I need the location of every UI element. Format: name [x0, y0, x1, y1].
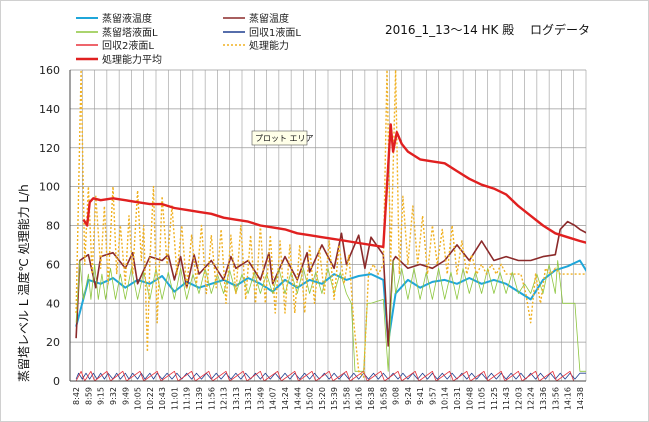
x-tick-label: 11:25: [490, 387, 499, 410]
legend-item: 回収1液面L: [223, 26, 301, 39]
x-tick-label: 15:02: [306, 387, 315, 410]
y-tick-label: 120: [39, 142, 60, 155]
x-tick-label: 10:43: [158, 387, 167, 410]
legend-item: 蒸留温度: [223, 12, 289, 25]
x-tick-label: 10:05: [134, 387, 143, 410]
legend-item: 処理能力平均: [76, 53, 162, 66]
x-tick-label: 14:24: [281, 387, 290, 410]
legend-label: 蒸留液温度: [102, 12, 152, 25]
y-tick-label: 160: [39, 64, 60, 77]
legend-label: 回収2液面L: [102, 39, 154, 52]
x-tick-label: 10:14: [441, 387, 450, 410]
series-line-1: [75, 259, 586, 344]
x-tick-label: 16:38: [367, 387, 376, 410]
y-axis-label: 蒸留塔レベル L 温度℃ 処理能力 L/h: [16, 184, 31, 382]
x-tick-label: 9:32: [109, 387, 118, 405]
x-tick-label: 13:13: [232, 387, 241, 410]
x-tick-label: 9:41: [416, 387, 425, 405]
grid: [69, 69, 587, 382]
x-tick-label: 10:22: [146, 387, 155, 410]
x-tick-label: 14:16: [564, 387, 573, 410]
series-line-4: [75, 372, 586, 380]
x-tick-label: 13:49: [256, 387, 265, 410]
x-tick-label: 9:49: [121, 387, 130, 405]
y-tick-label: 140: [39, 103, 60, 116]
x-tick-label: 8:42: [72, 387, 81, 405]
y-tick-label: 60: [46, 258, 60, 271]
y-tick-label: 40: [46, 297, 60, 310]
x-tick-label: 15:39: [330, 387, 339, 410]
y-tick-label: 100: [39, 181, 60, 194]
x-tick-label: 11:05: [478, 387, 487, 410]
series-line-5: [75, 370, 586, 382]
x-tick-label: 11:43: [502, 387, 511, 410]
legend-label: 蒸留温度: [249, 12, 289, 25]
x-tick-label: 16:16: [355, 387, 364, 410]
x-tick-label: 9:57: [428, 387, 437, 405]
series-line-7: [82, 123, 586, 249]
chart-title: 2016_1_13～14 HK 殿 ログデータ: [385, 22, 590, 37]
x-tick-label: 15:20: [318, 387, 327, 410]
legend-item: 処理能力: [223, 39, 289, 52]
x-tick-label: 13:31: [244, 387, 253, 410]
x-tick-label: 11:39: [195, 387, 204, 410]
x-tick-label: 16:58: [379, 387, 388, 410]
legend-label: 処理能力: [249, 39, 289, 52]
legend-item: 蒸留塔液面L: [76, 26, 158, 39]
x-tick-label: 12:13: [220, 387, 229, 410]
y-tick-label: 80: [46, 220, 60, 233]
x-tick-label: 8:59: [84, 387, 93, 405]
x-tick-label: 14:38: [576, 387, 585, 410]
x-tick-label: 10:31: [453, 387, 462, 410]
x-tick-label: 12:03: [514, 387, 523, 410]
x-tick-label: 13:56: [551, 387, 560, 410]
legend-label: 回収1液面L: [249, 26, 301, 39]
legend-label: 処理能力平均: [102, 53, 162, 66]
x-tick-label: 11:01: [170, 387, 179, 410]
x-tick-label: 13:36: [539, 387, 548, 410]
y-tick-label: 20: [46, 336, 60, 349]
x-tick-label: 15:58: [342, 387, 351, 410]
x-tick-label: 14:44: [293, 387, 302, 410]
plot-area-tooltip: プロット エリア: [251, 130, 314, 146]
y-tick-label: 0: [53, 375, 60, 388]
legend-label: 蒸留塔液面L: [102, 26, 158, 39]
x-tick-label: 9:24: [404, 387, 413, 405]
series-layer: [75, 69, 586, 382]
legend-item: 蒸留液温度: [76, 12, 152, 25]
series-line-6: [75, 69, 586, 378]
x-tick-label: 9:15: [97, 387, 106, 405]
x-tick-label: 11:56: [207, 387, 216, 410]
legend-item: 回収2液面L: [76, 39, 154, 52]
x-tick-label: 11:19: [183, 387, 192, 410]
x-tick-label: 10:48: [465, 387, 474, 410]
x-tick-label: 14:07: [269, 387, 278, 410]
x-tick-label: 9:08: [392, 387, 401, 405]
x-tick-label: 12:24: [527, 387, 536, 410]
plot-area-tooltip-text: プロット エリア: [255, 134, 314, 143]
